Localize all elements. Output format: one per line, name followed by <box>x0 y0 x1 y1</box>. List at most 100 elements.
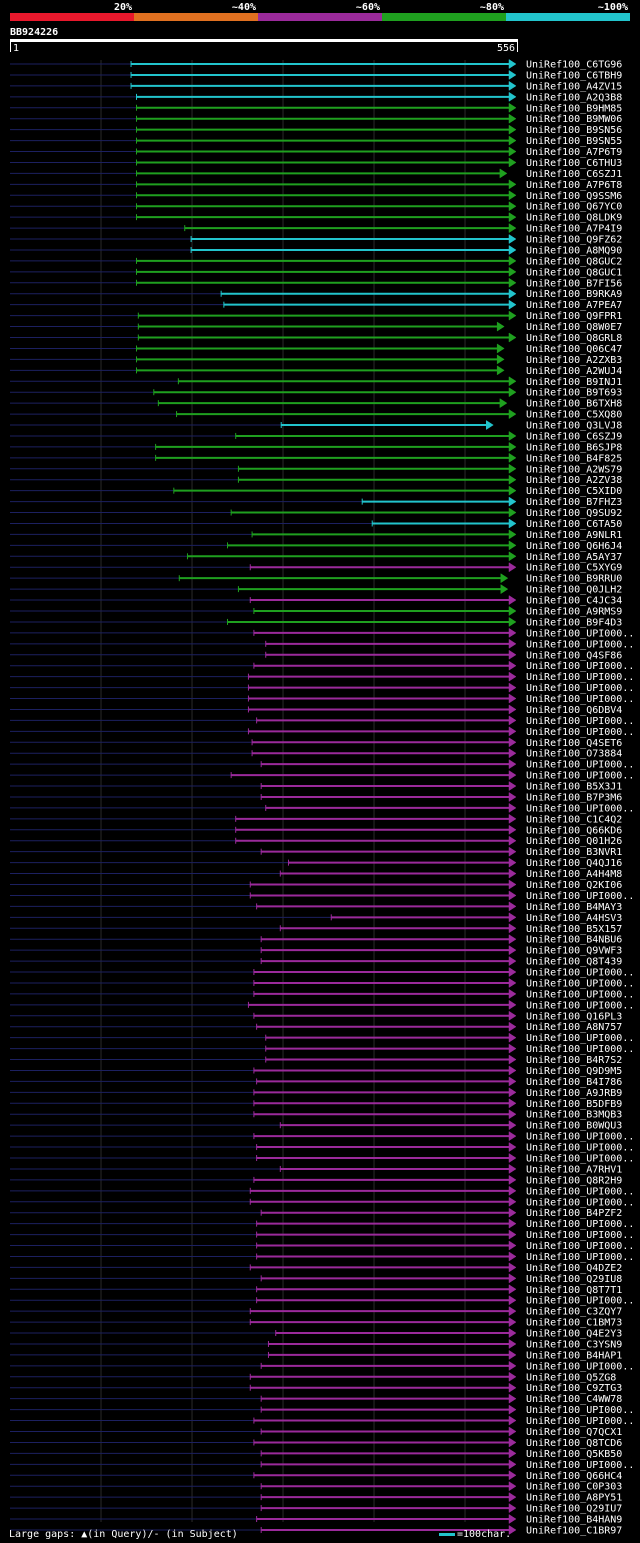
hit-label: UniRef100_B9F4D3 <box>526 617 622 628</box>
hit-arrow <box>508 540 517 551</box>
hit-label: UniRef100_A9RMS9 <box>526 607 622 618</box>
hit-row: UniRef100_C9ZTG3 <box>10 1382 622 1394</box>
hit-row: UniRef100_A4ZV15 <box>10 80 622 92</box>
hit-arrow <box>508 441 517 452</box>
hit-row: UniRef100_C6SZJ9 <box>10 431 622 442</box>
hit-label: UniRef100_B7P3M6 <box>526 792 622 803</box>
hit-arrow <box>508 1142 517 1153</box>
hit-label: UniRef100_C3YSN9 <box>526 1339 622 1350</box>
hit-arrow <box>496 354 505 365</box>
hit-row: UniRef100_UPI000.. <box>10 1404 634 1416</box>
hit-arrow <box>508 934 517 945</box>
hit-label: UniRef100_A4ZV15 <box>526 81 622 92</box>
hit-label: UniRef100_C4WW78 <box>526 1394 622 1405</box>
hit-label: UniRef100_UPI000.. <box>526 727 634 738</box>
hit-row: UniRef100_Q66HC4 <box>10 1470 622 1482</box>
hit-label: UniRef100_Q29IU8 <box>526 1274 622 1285</box>
hit-row: UniRef100_Q8W0E7 <box>10 321 622 333</box>
hit-label: UniRef100_C6SZJ9 <box>526 431 622 442</box>
hit-row: UniRef100_UPI000.. <box>10 1196 634 1208</box>
scale-legend-label: =100char. <box>457 1529 512 1540</box>
hit-arrow <box>508 879 517 890</box>
hit-arrow <box>508 234 517 244</box>
hit-label: UniRef100_Q8R2H9 <box>526 1175 622 1186</box>
hit-label: UniRef100_B9RRU0 <box>526 574 622 585</box>
hit-row: UniRef100_Q7QCX1 <box>10 1426 622 1438</box>
hit-arrow <box>508 813 517 824</box>
hit-arrow <box>508 1087 517 1098</box>
hit-row: UniRef100_A9NLR1 <box>10 529 622 541</box>
hit-row: UniRef100_Q8T7T1 <box>10 1284 622 1296</box>
hit-row: UniRef100_UPI000.. <box>10 967 634 979</box>
hit-arrow <box>508 737 517 748</box>
hit-row: UniRef100_A5AY37 <box>10 551 622 563</box>
hit-label: UniRef100_Q9SU92 <box>526 508 622 519</box>
hit-arrow <box>500 584 509 595</box>
hit-label: UniRef100_B9SN55 <box>526 136 622 147</box>
hit-label: UniRef100_Q6H6J4 <box>526 541 622 552</box>
hit-label: UniRef100_B7FI56 <box>526 278 622 289</box>
hit-label: UniRef100_B4I786 <box>526 1077 622 1088</box>
hit-arrow <box>508 387 517 398</box>
hit-arrow <box>508 682 517 693</box>
hit-arrow <box>508 846 517 857</box>
hit-arrow <box>508 1010 517 1021</box>
hit-row: UniRef100_C5XQ80 <box>10 409 622 421</box>
hit-row: UniRef100_C6TG96 <box>10 59 622 71</box>
hit-arrow <box>508 157 517 168</box>
hit-row: UniRef100_Q8T439 <box>10 956 622 968</box>
hit-label: UniRef100_B9SN56 <box>526 125 622 136</box>
hit-label: UniRef100_UPI000.. <box>526 694 634 705</box>
hit-arrow <box>508 1174 517 1185</box>
hit-row: UniRef100_A7P6T9 <box>10 146 622 158</box>
scale-label: ~100% <box>598 2 628 13</box>
hit-label: UniRef100_C0P303 <box>526 1482 622 1493</box>
hit-row: UniRef100_A2ZV38 <box>10 474 622 486</box>
hit-label: UniRef100_A8MQ90 <box>526 245 622 256</box>
hit-label: UniRef100_Q8GUC2 <box>526 256 622 267</box>
hit-label: UniRef100_A2ZV38 <box>526 475 622 486</box>
hit-row: UniRef100_A7P6T8 <box>10 179 622 191</box>
hit-arrow <box>485 420 494 430</box>
hit-arrow <box>508 452 517 463</box>
hit-label: UniRef100_B4HAP1 <box>526 1350 622 1361</box>
hit-label: UniRef100_Q6DBV4 <box>526 705 622 716</box>
hit-arrow <box>508 463 517 474</box>
hit-label: UniRef100_Q9FZ62 <box>526 235 622 246</box>
hit-row: UniRef100_C3YSN9 <box>10 1339 622 1350</box>
hit-label: UniRef100_B9MW06 <box>526 114 622 125</box>
hit-arrow <box>508 135 517 146</box>
hit-arrow <box>508 409 517 420</box>
hit-row: UniRef100_C1C4Q2 <box>10 813 622 825</box>
hit-label: UniRef100_Q4DZE2 <box>526 1263 622 1274</box>
hit-label: UniRef100_UPI000.. <box>526 1186 634 1197</box>
hit-arrow <box>508 288 517 299</box>
hit-label: UniRef100_UPI000.. <box>526 1154 634 1165</box>
hit-row: UniRef100_Q8TCD6 <box>10 1437 622 1449</box>
hit-arrow <box>508 1229 517 1240</box>
hit-arrow <box>508 1240 517 1251</box>
hit-arrow <box>508 1481 517 1492</box>
hit-row: UniRef100_B9SN55 <box>10 135 622 147</box>
hit-label: UniRef100_Q16PL3 <box>526 1011 622 1022</box>
hit-arrow <box>508 551 517 562</box>
hit-arrow <box>508 1393 517 1404</box>
hit-row: UniRef100_UPI000.. <box>10 1459 634 1471</box>
hit-label: UniRef100_A2WS79 <box>526 464 622 475</box>
hit-arrow <box>508 146 517 157</box>
hit-label: UniRef100_C9ZTG3 <box>526 1383 622 1394</box>
hit-arrow <box>508 190 517 201</box>
hit-row: UniRef100_Q67YC0 <box>10 201 622 213</box>
hit-label: UniRef100_UPI000.. <box>526 628 634 639</box>
hit-label: UniRef100_A2Q3B8 <box>526 92 622 103</box>
hit-label: UniRef100_Q4QJ16 <box>526 858 622 869</box>
hit-arrow <box>508 1251 517 1262</box>
hit-row: UniRef100_Q4QJ16 <box>10 857 622 869</box>
scale-swatch <box>382 13 506 21</box>
hit-arrow <box>508 1076 517 1087</box>
scale-label: ~60% <box>356 2 380 13</box>
hit-arrow <box>508 245 517 255</box>
hit-label: UniRef100_C1BR97 <box>526 1525 622 1536</box>
hit-arrow <box>508 1415 517 1426</box>
hit-row: UniRef100_B4R7S2 <box>10 1054 622 1066</box>
